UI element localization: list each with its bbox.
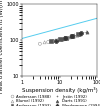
Point [62, 38, 63, 40]
Point [77, 35, 78, 37]
Point [85, 32, 86, 33]
Point [74, 36, 75, 38]
Point [79, 33, 81, 35]
Legend: Andersson (1988), Blumel (1992), Andersson (1993), Jestin (1992), Darts (1991), : Andersson (1988), Blumel (1992), Anderss… [7, 94, 100, 106]
Point [55, 39, 57, 41]
X-axis label: Suspension density (kg/m³): Suspension density (kg/m³) [22, 87, 97, 93]
Point [65, 38, 67, 40]
Point [55, 40, 57, 41]
Point [39, 43, 41, 45]
Point [47, 41, 49, 43]
Point [79, 33, 81, 35]
Point [86, 31, 88, 33]
Point [70, 37, 72, 38]
Point [78, 34, 79, 35]
Point [72, 35, 73, 37]
Point [72, 35, 73, 37]
Point [64, 37, 66, 39]
Y-axis label: Heat transfer coefficient h₂ (W/(m² K)): Heat transfer coefficient h₂ (W/(m² K)) [0, 0, 4, 93]
Point [57, 39, 59, 41]
Point [68, 36, 70, 38]
Point [50, 40, 52, 42]
Point [62, 39, 63, 40]
Point [70, 35, 72, 37]
Point [59, 38, 60, 40]
Point [65, 37, 67, 39]
Point [72, 35, 73, 37]
Point [63, 38, 65, 39]
Point [44, 41, 45, 43]
Point [74, 34, 75, 36]
Point [53, 40, 55, 42]
Point [80, 33, 82, 34]
